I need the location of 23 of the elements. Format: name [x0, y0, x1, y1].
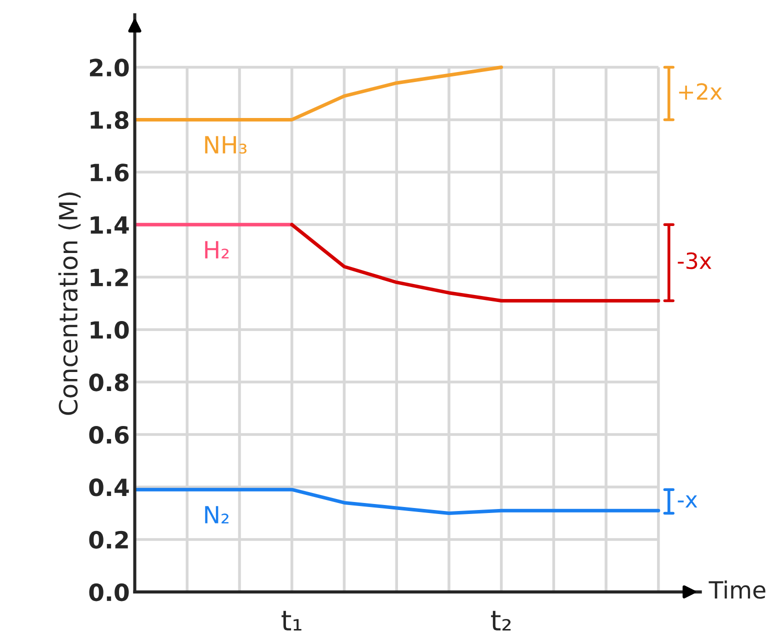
y-tick-label: 1.2: [90, 268, 128, 286]
y-tick-label: 0.2: [89, 530, 128, 549]
line-series: [134, 66, 504, 122]
y-tick-label: 1.0: [90, 321, 129, 339]
text: +2x: [679, 83, 722, 100]
series-label: N₂: [205, 506, 228, 524]
text: -3x: [678, 252, 712, 270]
y-tick-label: 1.8: [90, 111, 128, 130]
line-series: [290, 222, 660, 302]
y-tick-label: 0.6: [89, 426, 129, 444]
y-tick-label: 0.4: [89, 478, 129, 496]
x-axis-title: Time: [708, 580, 766, 599]
y-tick-label: 2.0: [90, 58, 129, 77]
series-label: NH₃: [205, 136, 247, 154]
y-tick-label: 1.6: [90, 164, 129, 182]
y-tick-label: 0.0: [89, 583, 129, 602]
series-label: H₂: [205, 241, 229, 258]
y-tick-label: 1.4: [90, 216, 129, 234]
text: -x: [678, 495, 698, 508]
x-tick-label: t₂: [491, 610, 511, 630]
x-tick-label: t₁: [282, 610, 302, 630]
y-axis-title: Concentration (M): [58, 192, 81, 415]
y-tick-label: 0.8: [89, 373, 128, 392]
